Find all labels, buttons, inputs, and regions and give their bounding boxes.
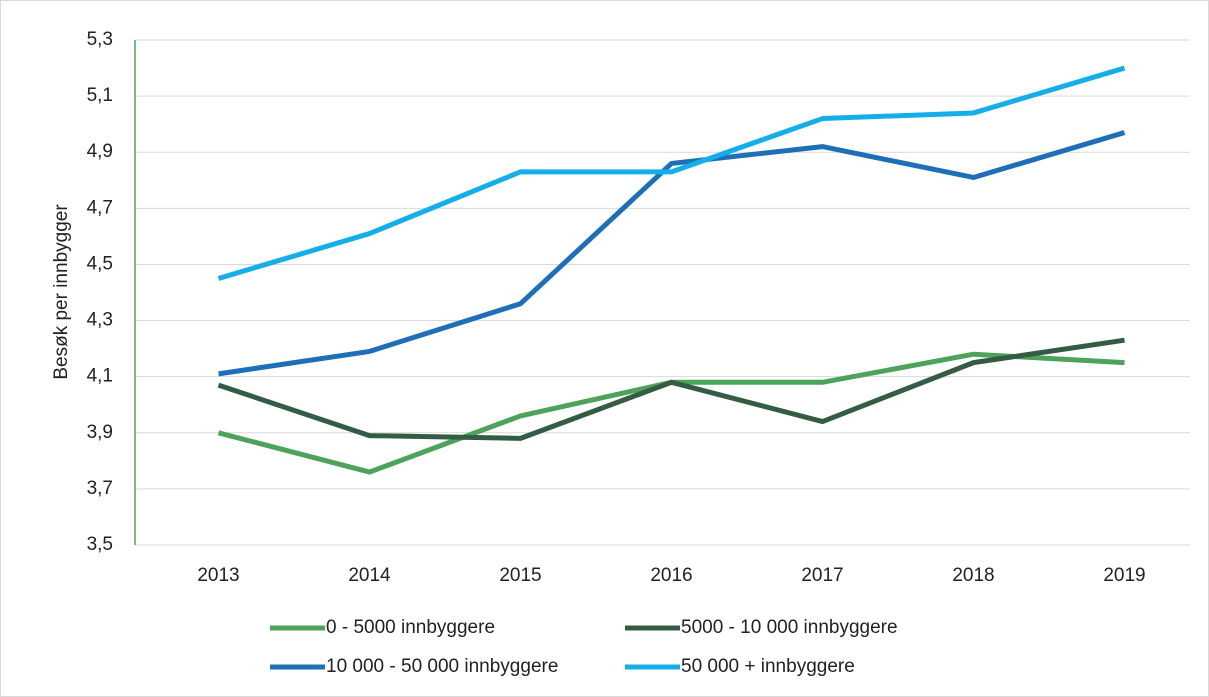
x-tick-label: 2018 xyxy=(952,565,994,586)
x-tick-label: 2016 xyxy=(650,565,692,586)
y-tick-label: 4,9 xyxy=(87,141,113,162)
legend-label: 10 000 - 50 000 innbyggere xyxy=(326,656,558,677)
legend-label: 5000 - 10 000 innbyggere xyxy=(681,617,898,638)
y-tick-label: 4,7 xyxy=(87,197,113,218)
series-line xyxy=(217,65,1126,281)
y-tick-label: 3,9 xyxy=(87,422,113,443)
y-tick-label: 3,7 xyxy=(87,478,113,499)
legend-label: 0 - 5000 innbyggere xyxy=(326,617,495,638)
y-tick-label: 4,3 xyxy=(87,310,113,331)
x-tick-label: 2019 xyxy=(1103,565,1145,586)
series-line xyxy=(218,130,1126,377)
x-tick-label: 2014 xyxy=(348,565,391,586)
y-tick-label: 3,5 xyxy=(87,534,113,555)
legend-label: 50 000 + innbyggere xyxy=(681,656,855,677)
x-tick-label: 2017 xyxy=(801,565,843,586)
y-tick-label: 4,5 xyxy=(87,253,113,274)
y-tick-label: 5,3 xyxy=(87,29,113,50)
x-tick-label: 2015 xyxy=(499,565,541,586)
y-tick-label: 4,1 xyxy=(87,366,113,387)
series-line xyxy=(217,337,1125,441)
y-axis-title: Besøk per innbygger xyxy=(51,204,72,380)
x-tick-label: 2013 xyxy=(197,565,239,586)
y-tick-label: 5,1 xyxy=(87,85,113,106)
